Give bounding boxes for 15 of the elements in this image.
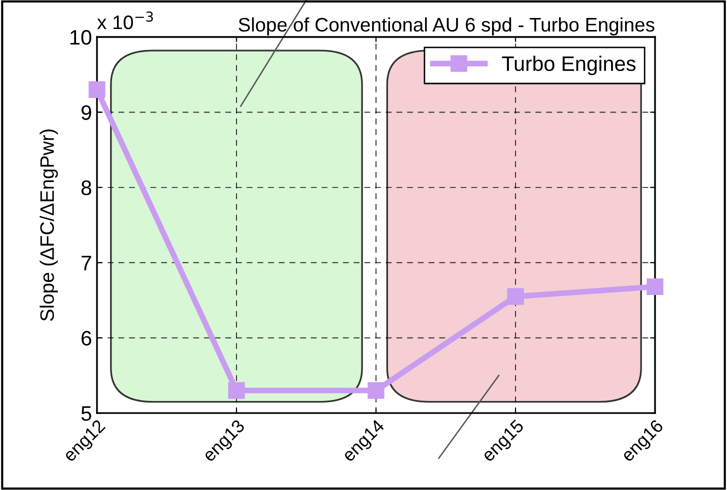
- y-tick-label: 9: [82, 105, 92, 120]
- legend-label: Turbo Engines: [502, 56, 636, 76]
- point: [646, 278, 664, 296]
- point: [228, 382, 245, 399]
- y-tick-label: 6: [82, 330, 92, 346]
- y-tick-label: 7: [82, 256, 92, 270]
- y-tick-label: 5: [81, 406, 92, 421]
- point: [368, 382, 384, 399]
- y-tick-label: 10: [70, 30, 92, 45]
- point: [507, 288, 524, 305]
- chart-title: Slope of Conventional AU 6 spd - Turbo Engines: [238, 17, 654, 36]
- point: [88, 81, 106, 98]
- text: x 10$^{−3}$: [97, 12, 153, 30]
- y-tick-label: 8: [81, 180, 92, 196]
- y-axis-title: Slope (ΔFC/ΔEngPwr): [40, 130, 58, 321]
